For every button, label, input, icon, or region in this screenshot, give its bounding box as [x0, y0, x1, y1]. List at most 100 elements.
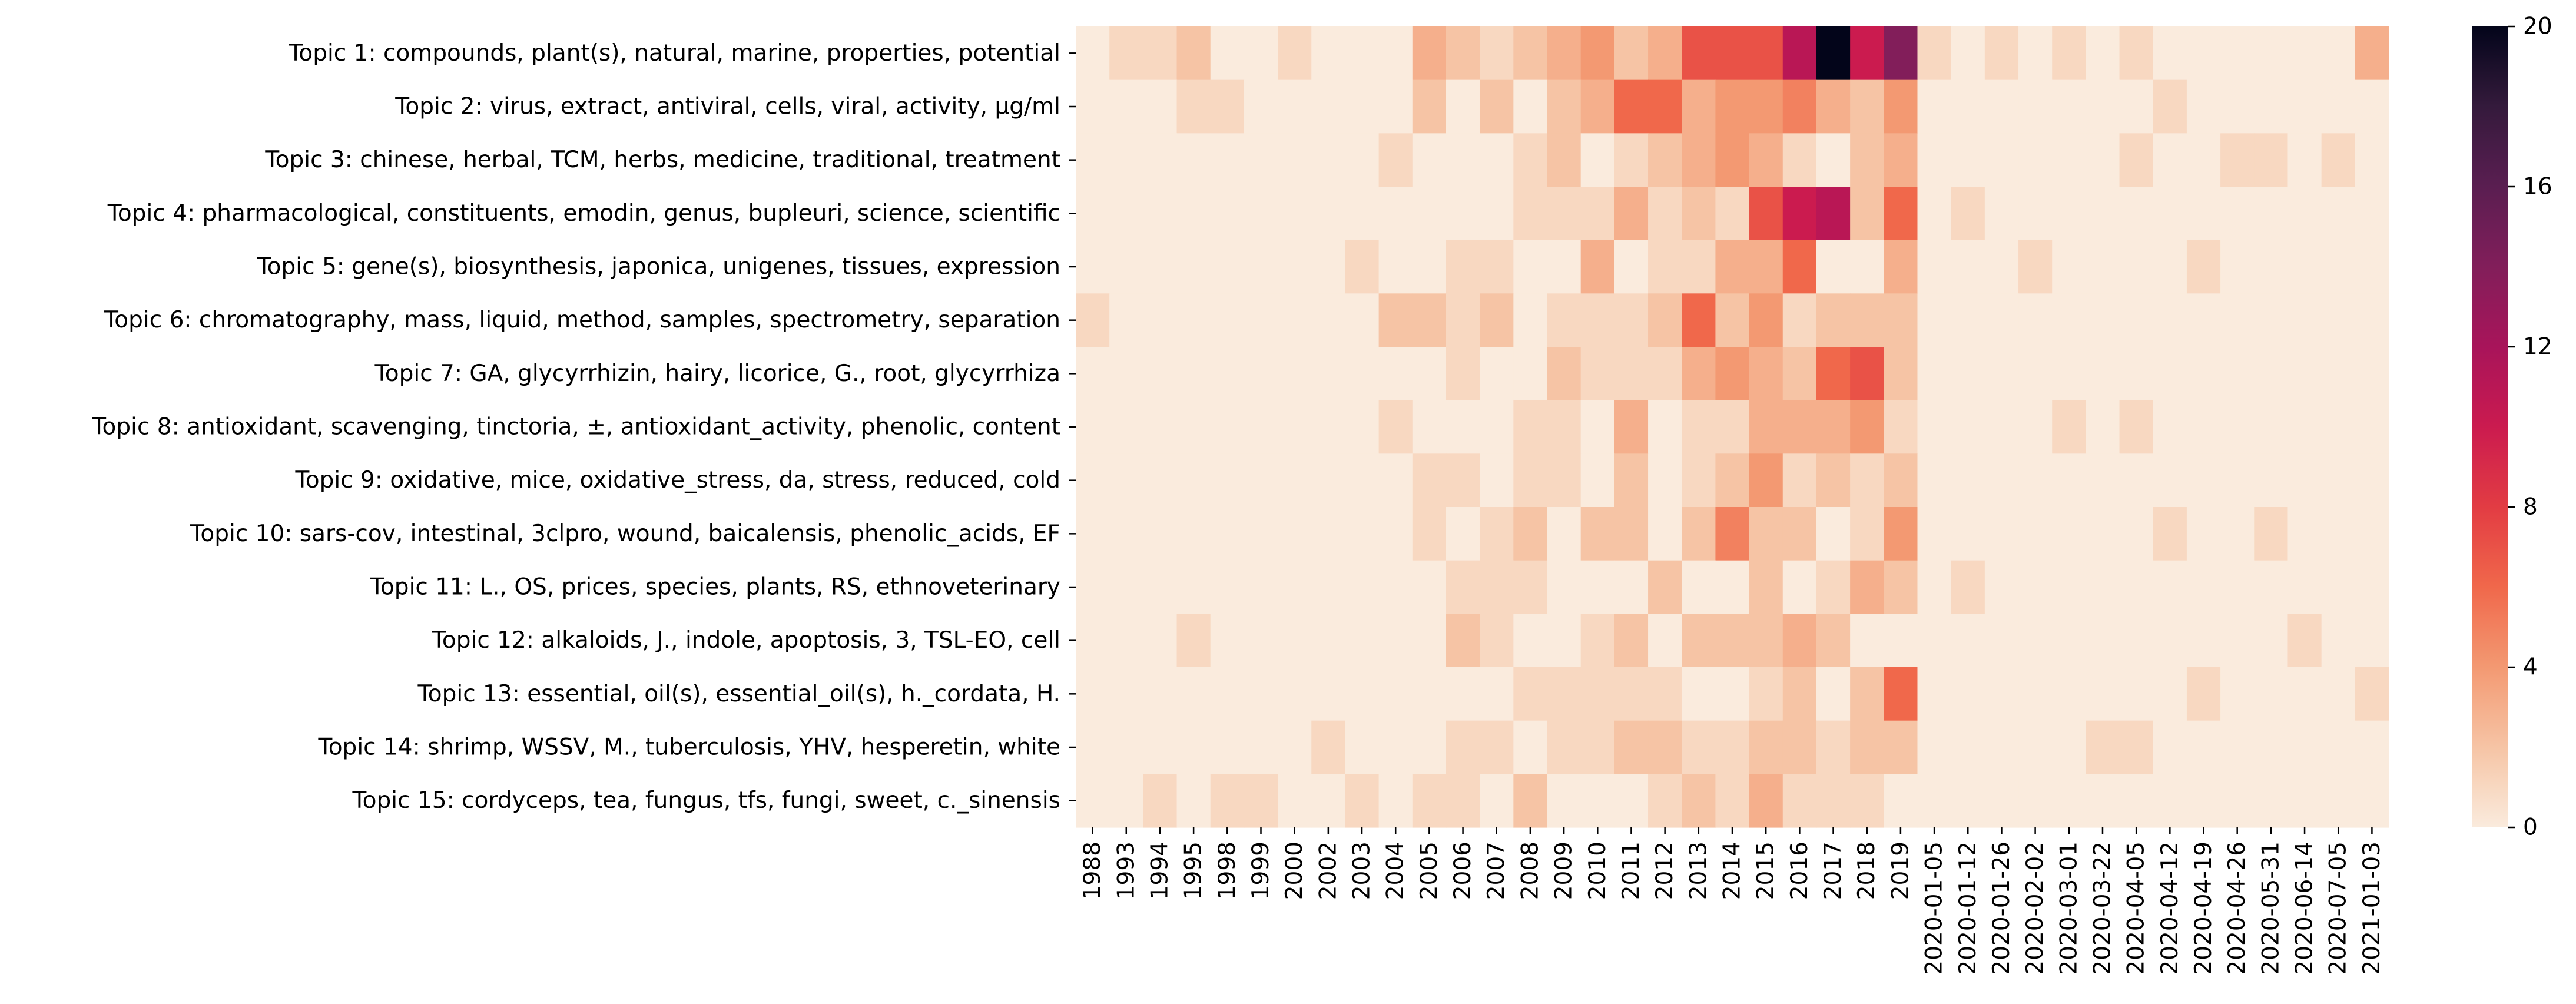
heatmap-cell: [2254, 79, 2289, 134]
column-label: 2017: [1820, 841, 1846, 900]
heatmap-cell: [1715, 293, 1750, 347]
heatmap-cell: [2254, 560, 2289, 614]
heatmap-cell: [2119, 293, 2154, 347]
column-label: 2006: [1450, 841, 1476, 900]
heatmap-cell: [1513, 774, 1548, 828]
heatmap-cell: [2052, 187, 2086, 241]
heatmap-cell: [1782, 507, 1817, 561]
heatmap-cell: [2119, 240, 2154, 294]
heatmap-cell: [1378, 400, 1413, 454]
heatmap-cell: [1210, 774, 1245, 828]
column-label: 2015: [1753, 841, 1779, 900]
heatmap-cell: [1143, 187, 1178, 241]
heatmap-cell: [1480, 774, 1514, 828]
heatmap-cell: [2287, 293, 2322, 347]
heatmap-cell: [1917, 347, 1952, 401]
heatmap-cell: [2321, 453, 2356, 508]
heatmap-cell: [1244, 133, 1278, 187]
heatmap-cell: [1345, 667, 1380, 721]
heatmap-cell: [2086, 133, 2120, 187]
heatmap-cell: [1715, 774, 1750, 828]
heatmap-cell: [1143, 240, 1178, 294]
heatmap-cell: [2052, 240, 2086, 294]
heatmap-cell: [1547, 507, 1582, 561]
heatmap-cell: [1951, 507, 1985, 561]
heatmap-cell: [2220, 293, 2255, 347]
heatmap-cell: [1749, 507, 1783, 561]
heatmap-cell: [1951, 133, 1985, 187]
heatmap-cell: [2254, 774, 2289, 828]
heatmap-cell: [1311, 507, 1346, 561]
heatmap-cell: [1580, 560, 1615, 614]
heatmap-cell: [1345, 293, 1380, 347]
heatmap-cell: [1412, 347, 1447, 401]
heatmap-cell: [2321, 507, 2356, 561]
heatmap-cell: [1580, 240, 1615, 294]
heatmap-cell: [1648, 667, 1682, 721]
heatmap-cell: [1917, 293, 1952, 347]
heatmap-cell: [1311, 133, 1346, 187]
heatmap-cell: [1547, 560, 1582, 614]
heatmap-cell: [1917, 720, 1952, 774]
colorbar-tick-label: 16: [2523, 174, 2552, 200]
heatmap-cell: [2086, 453, 2120, 508]
heatmap-cell: [2186, 79, 2221, 134]
heatmap-cell: [1311, 453, 1346, 508]
column-label: 2014: [1719, 841, 1746, 900]
heatmap-cell: [2086, 240, 2120, 294]
column-label: 2016: [1786, 841, 1813, 900]
heatmap-cell: [1850, 293, 1884, 347]
heatmap-cell: [1176, 347, 1211, 401]
heatmap-cell: [2153, 453, 2187, 508]
heatmap-cell: [1378, 720, 1413, 774]
heatmap-cell: [1210, 187, 1245, 241]
heatmap-cell: [1412, 187, 1447, 241]
heatmap-cell: [1311, 26, 1346, 81]
column-label: 2008: [1517, 841, 1543, 900]
column-label: 1998: [1214, 841, 1241, 900]
heatmap-cell: [1547, 614, 1582, 668]
heatmap-cell: [1513, 560, 1548, 614]
heatmap-cell: [1782, 560, 1817, 614]
heatmap-cell: [1143, 507, 1178, 561]
heatmap-cell: [1412, 400, 1447, 454]
heatmap-cell: [1951, 453, 1985, 508]
heatmap-cell: [1715, 560, 1750, 614]
heatmap-cell: [1547, 453, 1582, 508]
heatmap-cell: [1715, 667, 1750, 721]
heatmap-cell: [1614, 774, 1649, 828]
heatmap-cell: [2052, 453, 2086, 508]
heatmap-cell: [1278, 453, 1312, 508]
heatmap-cell: [1244, 720, 1278, 774]
heatmap-cell: [1076, 720, 1110, 774]
heatmap-cell: [1311, 79, 1346, 134]
column-label: 2003: [1349, 841, 1375, 900]
colorbar-tick-label: 4: [2523, 654, 2538, 681]
heatmap-cell: [1782, 774, 1817, 828]
heatmap-cell: [1244, 26, 1278, 81]
heatmap-cell: [2153, 79, 2187, 134]
heatmap-cell: [1782, 187, 1817, 241]
heatmap-cell: [1480, 453, 1514, 508]
heatmap-cell: [1109, 240, 1143, 294]
heatmap-cell: [1176, 720, 1211, 774]
heatmap-cell: [2355, 720, 2389, 774]
heatmap-cell: [2254, 614, 2289, 668]
heatmap-cell: [1749, 240, 1783, 294]
heatmap-cell: [1210, 720, 1245, 774]
heatmap-cell: [1850, 347, 1884, 401]
heatmap-cell: [2018, 347, 2053, 401]
heatmap-cell: [1210, 507, 1245, 561]
heatmap-cell: [1076, 293, 1110, 347]
heatmap-cell: [1311, 187, 1346, 241]
heatmap-cell: [1816, 614, 1851, 668]
heatmap-cell: [2119, 79, 2154, 134]
heatmap-cell: [1143, 26, 1178, 81]
heatmap-cell: [1682, 26, 1716, 81]
heatmap-cell: [1278, 347, 1312, 401]
heatmap-cell: [2119, 720, 2154, 774]
heatmap-cell: [2220, 400, 2255, 454]
heatmap-cell: [1210, 667, 1245, 721]
heatmap-cell: [1648, 774, 1682, 828]
heatmap-cell: [1210, 293, 1245, 347]
